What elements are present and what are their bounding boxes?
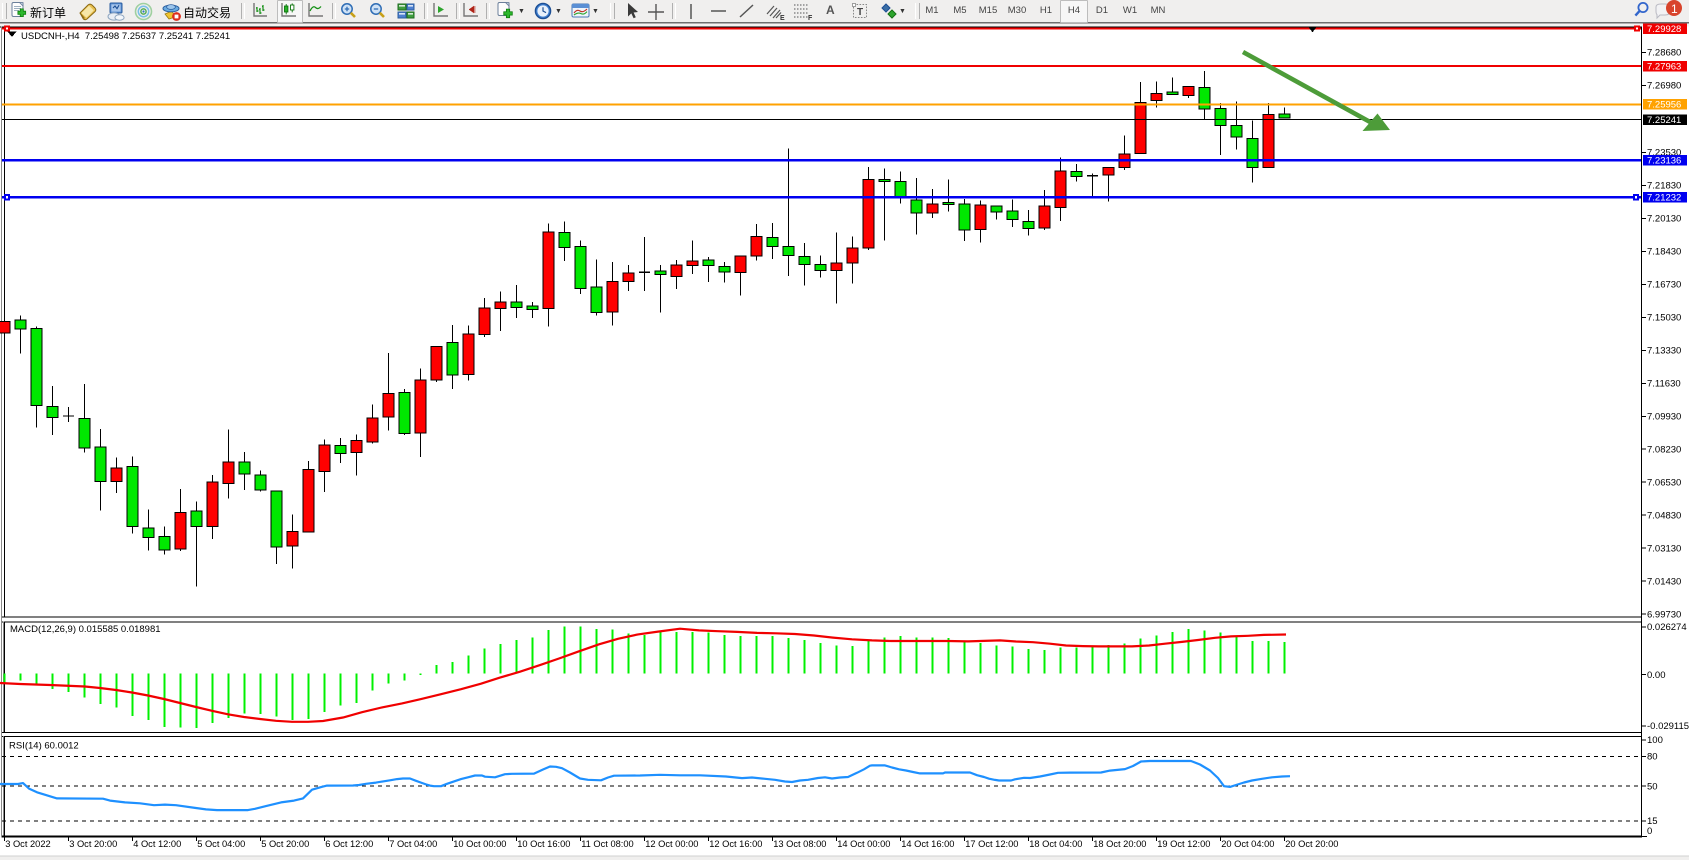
svg-text:7.18430: 7.18430 xyxy=(1647,247,1681,258)
svg-text:12 Oct 00:00: 12 Oct 00:00 xyxy=(645,839,698,849)
svg-text:7.21232: 7.21232 xyxy=(1647,193,1681,204)
svg-text:6 Oct 12:00: 6 Oct 12:00 xyxy=(325,839,373,849)
svg-text:7.23136: 7.23136 xyxy=(1647,156,1681,167)
svg-text:7.20130: 7.20130 xyxy=(1647,214,1681,225)
svg-text:7.16730: 7.16730 xyxy=(1647,280,1681,291)
svg-text:E: E xyxy=(780,15,785,21)
svg-text:3 Oct 2022: 3 Oct 2022 xyxy=(5,839,50,849)
svg-text:7.08230: 7.08230 xyxy=(1647,444,1681,455)
svg-text:7.04830: 7.04830 xyxy=(1647,510,1681,521)
svg-text:14 Oct 00:00: 14 Oct 00:00 xyxy=(837,839,890,849)
svg-text:-0.029115: -0.029115 xyxy=(1647,721,1689,732)
svg-text:0: 0 xyxy=(1647,826,1652,837)
svg-text:80: 80 xyxy=(1647,752,1658,763)
svg-text:7.25956: 7.25956 xyxy=(1647,100,1681,111)
svg-text:4 Oct 12:00: 4 Oct 12:00 xyxy=(133,839,181,849)
svg-text:14 Oct 16:00: 14 Oct 16:00 xyxy=(901,839,954,849)
svg-text:7.25241: 7.25241 xyxy=(1647,115,1681,126)
svg-text:7.27963: 7.27963 xyxy=(1647,62,1681,73)
svg-text:7.26980: 7.26980 xyxy=(1647,81,1681,92)
svg-text:0.00: 0.00 xyxy=(1647,670,1666,681)
svg-text:7.15030: 7.15030 xyxy=(1647,313,1681,324)
svg-text:7.03130: 7.03130 xyxy=(1647,543,1681,554)
svg-text:7.21830: 7.21830 xyxy=(1647,181,1681,192)
svg-text:50: 50 xyxy=(1647,781,1658,792)
svg-text:F: F xyxy=(808,15,813,21)
svg-text:7 Oct 04:00: 7 Oct 04:00 xyxy=(389,839,437,849)
svg-text:10 Oct 16:00: 10 Oct 16:00 xyxy=(517,839,570,849)
svg-text:USDCNH-,H4 7.25498 7.25637 7.: USDCNH-,H4 7.25498 7.25637 7.25241 7.252… xyxy=(21,31,230,42)
svg-text:7.11630: 7.11630 xyxy=(1647,379,1681,390)
svg-text:T: T xyxy=(857,7,863,18)
svg-text:15: 15 xyxy=(1647,816,1658,827)
svg-text:20 Oct 20:00: 20 Oct 20:00 xyxy=(1285,839,1338,849)
svg-text:7.13330: 7.13330 xyxy=(1647,346,1681,357)
svg-text:10 Oct 00:00: 10 Oct 00:00 xyxy=(453,839,506,849)
svg-text:100: 100 xyxy=(1647,735,1663,746)
svg-text:7.01430: 7.01430 xyxy=(1647,576,1681,587)
svg-text:19 Oct 12:00: 19 Oct 12:00 xyxy=(1157,839,1210,849)
svg-text:6.99730: 6.99730 xyxy=(1647,609,1681,620)
svg-text:5 Oct 20:00: 5 Oct 20:00 xyxy=(261,839,309,849)
svg-text:MACD(12,26,9) 0.015585 0.01898: MACD(12,26,9) 0.015585 0.018981 xyxy=(10,624,161,635)
svg-text:3 Oct 20:00: 3 Oct 20:00 xyxy=(69,839,117,849)
svg-text:18 Oct 20:00: 18 Oct 20:00 xyxy=(1093,839,1146,849)
svg-text:7.29928: 7.29928 xyxy=(1647,24,1681,35)
svg-text:7.23530: 7.23530 xyxy=(1647,148,1681,159)
svg-text:18 Oct 04:00: 18 Oct 04:00 xyxy=(1029,839,1082,849)
svg-text:7.06530: 7.06530 xyxy=(1647,477,1681,488)
svg-text:20 Oct 04:00: 20 Oct 04:00 xyxy=(1221,839,1274,849)
svg-text:7.09930: 7.09930 xyxy=(1647,411,1681,422)
svg-text:11 Oct 08:00: 11 Oct 08:00 xyxy=(581,839,634,849)
svg-text:7.28680: 7.28680 xyxy=(1647,48,1681,59)
svg-text:12 Oct 16:00: 12 Oct 16:00 xyxy=(709,839,762,849)
svg-text:0.026274: 0.026274 xyxy=(1647,622,1687,633)
svg-text:13 Oct 08:00: 13 Oct 08:00 xyxy=(773,839,826,849)
svg-text:17 Oct 12:00: 17 Oct 12:00 xyxy=(965,839,1018,849)
svg-text:RSI(14) 60.0012: RSI(14) 60.0012 xyxy=(9,741,79,752)
svg-text:5 Oct 04:00: 5 Oct 04:00 xyxy=(197,839,245,849)
